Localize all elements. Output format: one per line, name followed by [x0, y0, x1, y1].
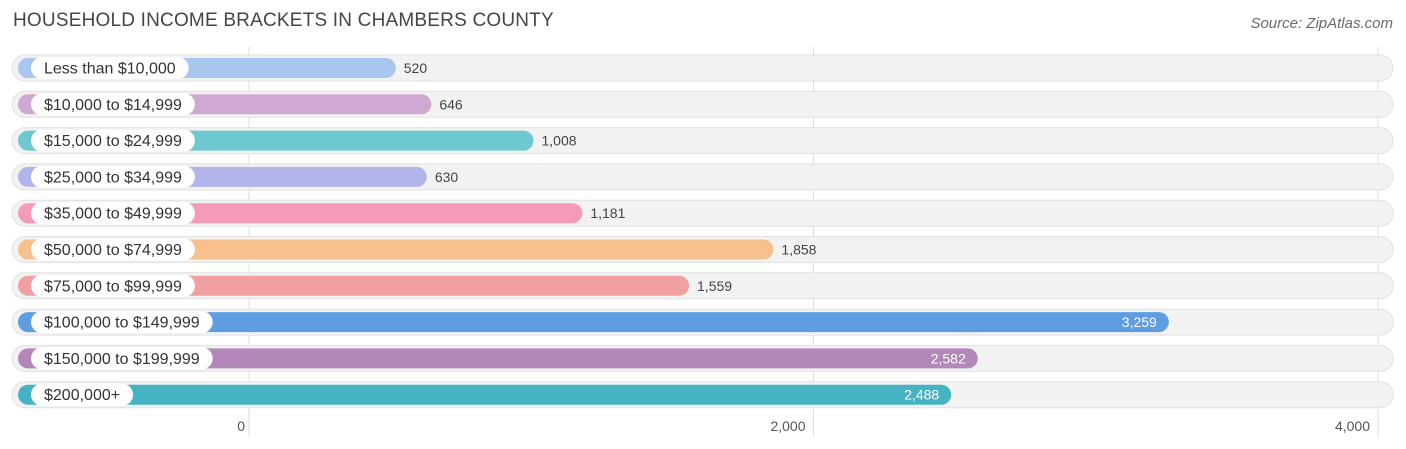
- source-credit: Source: ZipAtlas.com: [1250, 15, 1393, 32]
- category-label-pill: [31, 383, 134, 406]
- x-tick-label: 0: [237, 418, 245, 434]
- category-label-pill: [31, 165, 195, 188]
- value-label: 1,559: [697, 278, 732, 294]
- category-label-pill: [31, 274, 195, 297]
- category-label-pill: [31, 347, 213, 370]
- value-label: 520: [404, 60, 428, 76]
- category-label-pill: [31, 93, 195, 116]
- value-label: 1,181: [590, 205, 625, 221]
- chart-title: HOUSEHOLD INCOME BRACKETS IN CHAMBERS CO…: [13, 10, 554, 31]
- category-label-pill: [31, 57, 189, 79]
- bar: [18, 312, 1169, 333]
- category-label: Less than $10,000: [44, 61, 176, 78]
- category-label: $100,000 to $149,999: [44, 315, 200, 332]
- value-label: 2,488: [904, 387, 939, 403]
- category-label-pill: [31, 311, 213, 334]
- value-label: 630: [435, 169, 459, 185]
- category-label: $35,000 to $49,999: [44, 206, 182, 223]
- category-label: $75,000 to $99,999: [44, 278, 182, 295]
- value-label: 1,008: [542, 133, 577, 149]
- category-label: $50,000 to $74,999: [44, 242, 182, 259]
- x-tick-label: 4,000: [1335, 418, 1370, 434]
- value-label: 1,858: [781, 242, 816, 258]
- bar: [18, 348, 978, 369]
- category-label: $25,000 to $34,999: [44, 169, 182, 186]
- bar: [18, 384, 952, 405]
- value-label: 2,582: [931, 350, 966, 366]
- category-label-pill: [31, 129, 195, 152]
- bar: [18, 239, 774, 260]
- category-label: $10,000 to $14,999: [44, 97, 182, 114]
- category-label-pill: [31, 202, 195, 225]
- value-label: 646: [439, 96, 463, 112]
- category-label: $15,000 to $24,999: [44, 133, 182, 150]
- x-tick-label: 2,000: [770, 418, 805, 434]
- category-label: $200,000+: [44, 387, 120, 404]
- value-label: 3,259: [1122, 314, 1157, 330]
- category-label: $150,000 to $199,999: [44, 351, 200, 368]
- category-label-pill: [31, 238, 195, 261]
